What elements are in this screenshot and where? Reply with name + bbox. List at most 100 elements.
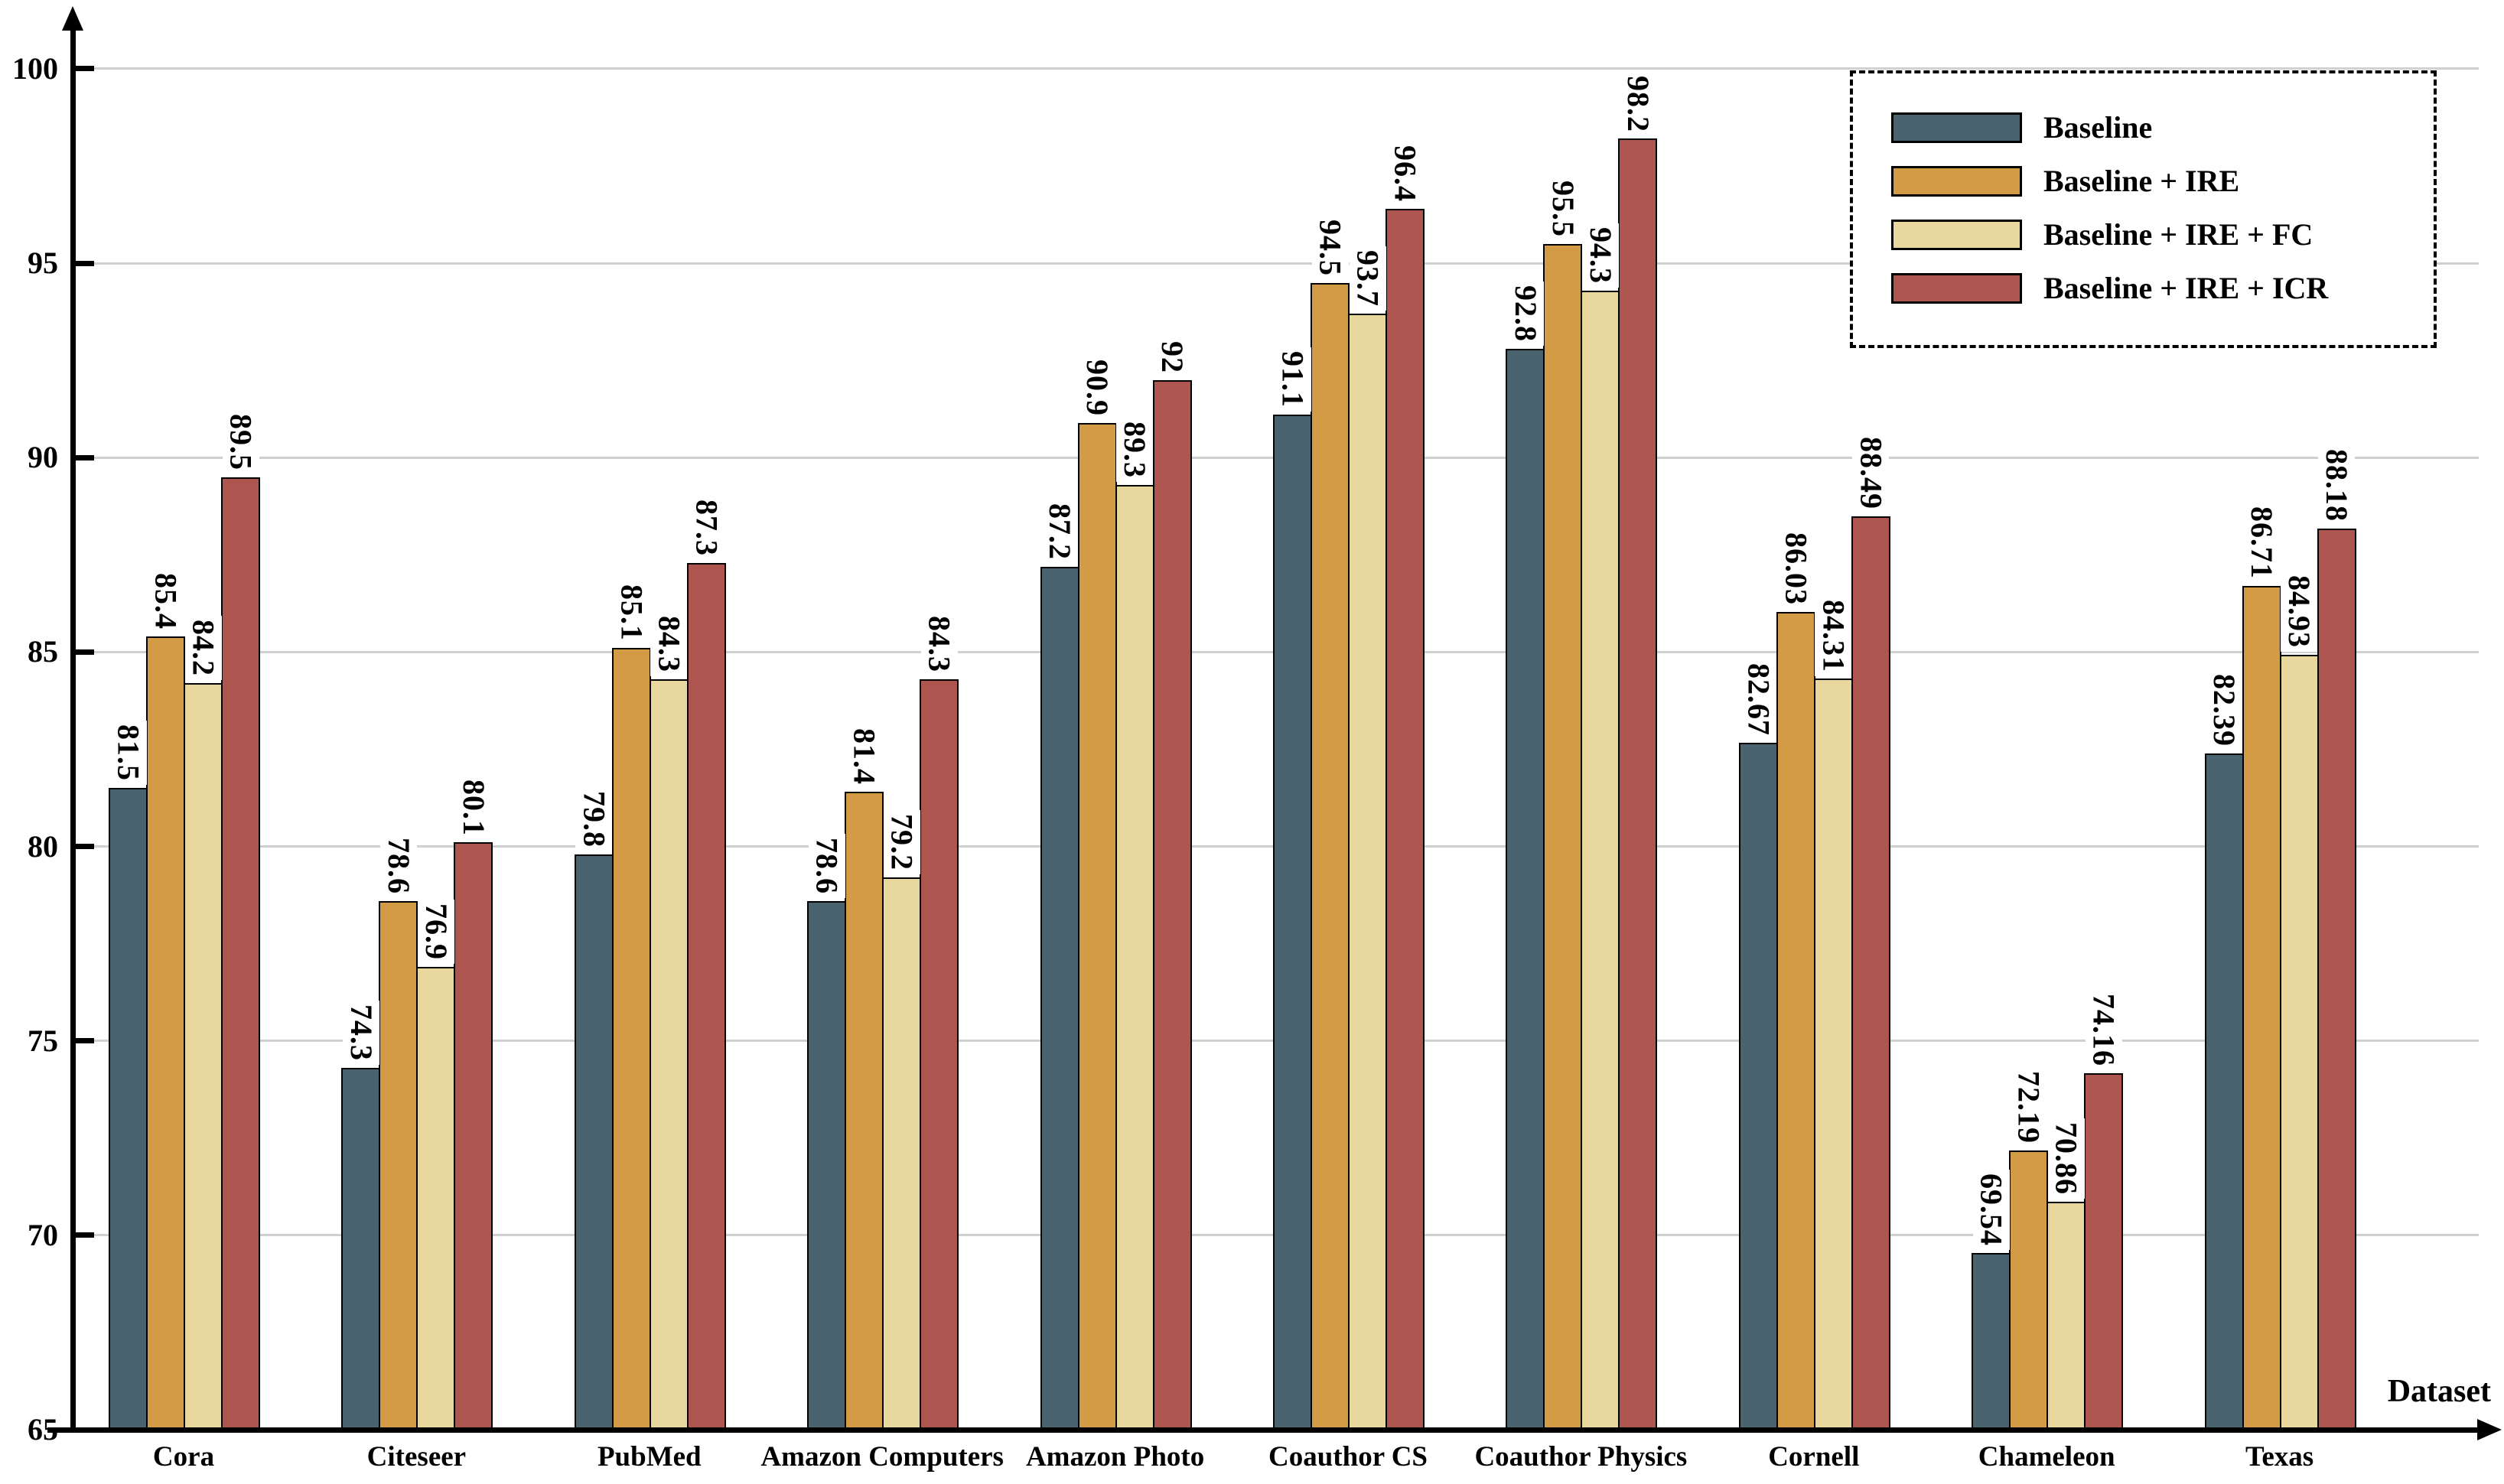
y-tick-mark: [73, 454, 94, 460]
bar-baseline-ire: [379, 900, 418, 1430]
bar-value-label: 85.4: [147, 569, 184, 634]
y-tick-mark: [73, 260, 94, 266]
bar-value-label: 76.9: [417, 900, 454, 965]
bar-baseline-ire-icr: [1152, 379, 1192, 1430]
bar-baseline-ire: [146, 636, 185, 1430]
x-category-label: PubMed: [597, 1441, 702, 1473]
y-axis-spine: [70, 23, 76, 1433]
x-axis-arrow-icon: [2477, 1419, 2502, 1440]
bar-value-label: 98.2: [1619, 71, 1656, 136]
bar-baseline-ire: [611, 648, 651, 1430]
bar-value-label: 78.6: [379, 833, 417, 898]
y-tick-mark: [73, 1038, 94, 1044]
bar-value-label: 89.5: [222, 409, 259, 474]
y-tick-label: 90: [28, 440, 58, 475]
bar-baseline-ire-icr: [454, 842, 493, 1430]
legend-label: Baseline + IRE: [2043, 164, 2240, 198]
bar-value-label: 90.9: [1079, 355, 1116, 420]
bar-baseline-ire-icr: [686, 562, 726, 1430]
bar-value-label: 78.6: [808, 833, 845, 898]
bar-baseline-ire-fc: [1581, 290, 1620, 1430]
bar-baseline-ire: [2009, 1150, 2049, 1430]
bar-baseline-ire-icr: [1851, 516, 1890, 1430]
bar-baseline-ire-fc: [882, 877, 922, 1430]
legend-label: Baseline + IRE + FC: [2043, 217, 2314, 252]
legend-item: Baseline + IRE: [1891, 155, 2434, 208]
bar-baseline: [1273, 415, 1312, 1430]
bar-baseline: [574, 854, 614, 1430]
gridline: [73, 262, 2479, 265]
bar-baseline-ire-fc: [1115, 484, 1154, 1430]
x-category-label: Amazon Computers: [760, 1441, 1004, 1473]
bar-value-label: 92: [1154, 337, 1191, 377]
bar-baseline-ire: [1311, 282, 1350, 1430]
bar-value-label: 69.54: [1972, 1170, 2010, 1251]
bar-value-label: 85.1: [613, 581, 650, 646]
bar-baseline-ire-icr: [2084, 1073, 2124, 1430]
bar-baseline-ire-icr: [1386, 208, 1425, 1430]
bar-baseline-ire-fc: [184, 683, 223, 1430]
bar-baseline-ire: [2242, 585, 2281, 1430]
y-tick-label: 65: [28, 1412, 58, 1447]
legend-item: Baseline + IRE + FC: [1891, 208, 2434, 262]
legend-swatch: [1891, 166, 2022, 197]
bar-baseline-ire: [1543, 243, 1583, 1430]
bar-value-label: 84.3: [920, 612, 958, 677]
x-category-label: Coauthor CS: [1268, 1441, 1428, 1473]
bar-baseline-ire-fc: [1348, 314, 1387, 1430]
x-axis-title: Dataset: [2387, 1374, 2491, 1409]
bar-baseline-ire: [845, 792, 884, 1430]
bar-value-label: 94.3: [1581, 223, 1619, 288]
legend-rows: Baseline Baseline + IRE Baseline + IRE + F…: [1891, 101, 2434, 315]
y-axis-arrow-icon: [62, 6, 83, 31]
y-tick-label: 95: [28, 246, 58, 281]
bar-value-label: 84.93: [2281, 571, 2318, 652]
legend-swatch: [1891, 112, 2022, 143]
legend-swatch: [1891, 273, 2022, 304]
legend-swatch: [1891, 220, 2022, 250]
bar-value-label: 88.18: [2318, 444, 2356, 526]
bar-value-label: 86.71: [2243, 502, 2281, 583]
bar-value-label: 81.5: [109, 721, 147, 786]
bar-value-label: 88.49: [1852, 433, 1890, 514]
legend-label: Baseline + IRE + ICR: [2043, 271, 2329, 305]
bar-value-label: 82.39: [2206, 670, 2243, 751]
bar-baseline-ire-fc: [649, 679, 689, 1430]
y-tick-mark: [47, 1427, 73, 1433]
y-tick-mark: [73, 66, 94, 72]
bar-baseline: [109, 788, 148, 1430]
y-tick-label: 100: [12, 50, 58, 86]
bar-value-label: 95.5: [1544, 176, 1581, 241]
y-tick-label: 85: [28, 634, 58, 669]
x-category-label: Amazon Photo: [1025, 1441, 1205, 1473]
bar-baseline-ire-fc: [1813, 679, 1853, 1430]
y-tick-mark: [73, 649, 94, 655]
y-tick-label: 80: [28, 828, 58, 864]
legend-label: Baseline: [2043, 110, 2153, 145]
bar-value-label: 84.3: [650, 612, 688, 677]
bar-value-label: 86.03: [1777, 529, 1815, 610]
bar-value-label: 91.1: [1274, 347, 1311, 412]
bar-value-label: 82.67: [1740, 659, 1777, 740]
bar-baseline-ire: [1077, 422, 1117, 1430]
x-category-label: Texas: [2245, 1441, 2314, 1473]
bar-baseline-ire: [1776, 612, 1815, 1430]
bar-baseline: [1506, 348, 1545, 1430]
bar-value-label: 81.4: [845, 724, 883, 789]
bar-value-label: 87.3: [688, 495, 725, 560]
bar-baseline-ire-icr: [221, 477, 260, 1430]
bar-baseline-ire-icr: [2317, 528, 2356, 1430]
bar-value-label: 84.31: [1815, 595, 1852, 676]
x-axis-spine: [70, 1427, 2485, 1433]
y-tick-mark: [73, 1232, 94, 1238]
legend-item: Baseline + IRE + ICR: [1891, 262, 2434, 315]
bar-value-label: 70.86: [2047, 1118, 2085, 1199]
legend-item: Baseline: [1891, 101, 2434, 155]
bar-baseline-ire-fc: [2279, 654, 2319, 1430]
bar-baseline-ire-icr: [1618, 138, 1658, 1430]
y-tick-mark: [73, 844, 94, 850]
bar-value-label: 96.4: [1386, 141, 1424, 206]
x-category-label: Cornell: [1768, 1441, 1860, 1473]
bar-value-label: 79.2: [883, 810, 920, 875]
